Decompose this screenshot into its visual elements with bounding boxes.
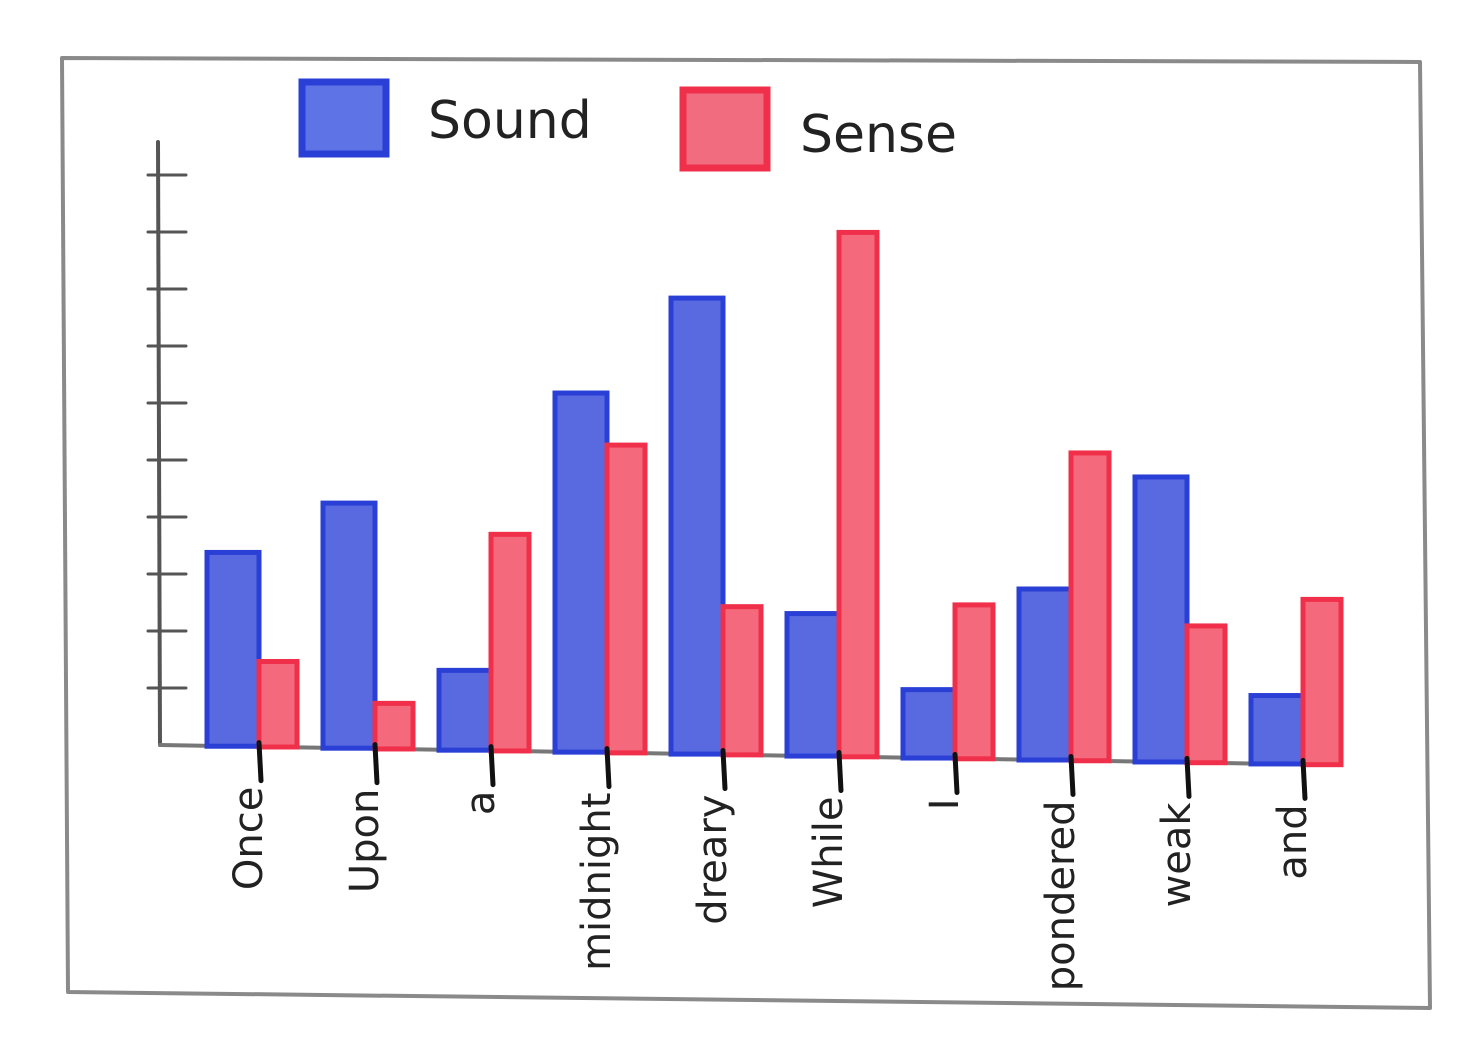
legend-swatch-sense (679, 86, 771, 172)
chart-frame (60, 56, 1432, 1010)
legend-swatch-sound (298, 78, 390, 158)
x-tick (952, 751, 960, 795)
bar-sound-a (436, 667, 494, 753)
x-tick (1068, 753, 1076, 797)
legend-label-sound: Sound (428, 91, 592, 151)
bar-sound-Upon (320, 500, 378, 751)
x-tick (720, 748, 728, 792)
bar-sense-weak (1184, 623, 1228, 766)
legend: Sound Sense (298, 78, 957, 172)
x-tick (836, 750, 844, 794)
bar-sound-and (1248, 693, 1306, 767)
bar-sound-midnight (552, 390, 610, 755)
x-tick-label: dreary (690, 795, 736, 925)
bar-sound-weak (1132, 474, 1190, 765)
x-tick (256, 740, 264, 784)
x-tick-label: Upon (342, 789, 388, 894)
bar-sense-Once (256, 659, 300, 750)
legend-label-sense: Sense (800, 105, 957, 165)
x-tick-label: midnight (574, 793, 620, 971)
x-tick-label: a (458, 791, 504, 816)
x-tick-label: pondered (1038, 800, 1084, 991)
x-ticks (256, 740, 1308, 801)
y-axis (156, 140, 162, 747)
bars (204, 229, 1344, 768)
x-tick-label: I (922, 798, 968, 810)
x-tick-label: and (1270, 804, 1316, 879)
x-tick-label: Once (226, 787, 272, 890)
bar-sense-dreary (720, 604, 764, 758)
bar-sound-I (900, 687, 958, 761)
bar-sound-pondered (1016, 586, 1074, 763)
x-tick (372, 742, 380, 786)
x-tick (1184, 755, 1192, 799)
bar-sound-Once (204, 549, 262, 749)
bar-sense-midnight (604, 442, 648, 756)
x-tick (488, 744, 496, 788)
bar-sense-I (952, 602, 996, 762)
bar-sense-Upon (372, 700, 416, 752)
bar-sense-a (488, 531, 532, 754)
y-ticks (146, 173, 188, 690)
x-tick-label: While (806, 797, 852, 909)
x-tick-label: weak (1154, 802, 1200, 908)
bar-sense-and (1300, 596, 1344, 768)
x-tick (1300, 757, 1308, 801)
bar-sound-dreary (668, 295, 726, 757)
bar-sense-pondered (1068, 450, 1112, 764)
bar-sound-While (784, 611, 842, 759)
bar-sense-While (836, 229, 880, 760)
x-tick (604, 746, 612, 790)
